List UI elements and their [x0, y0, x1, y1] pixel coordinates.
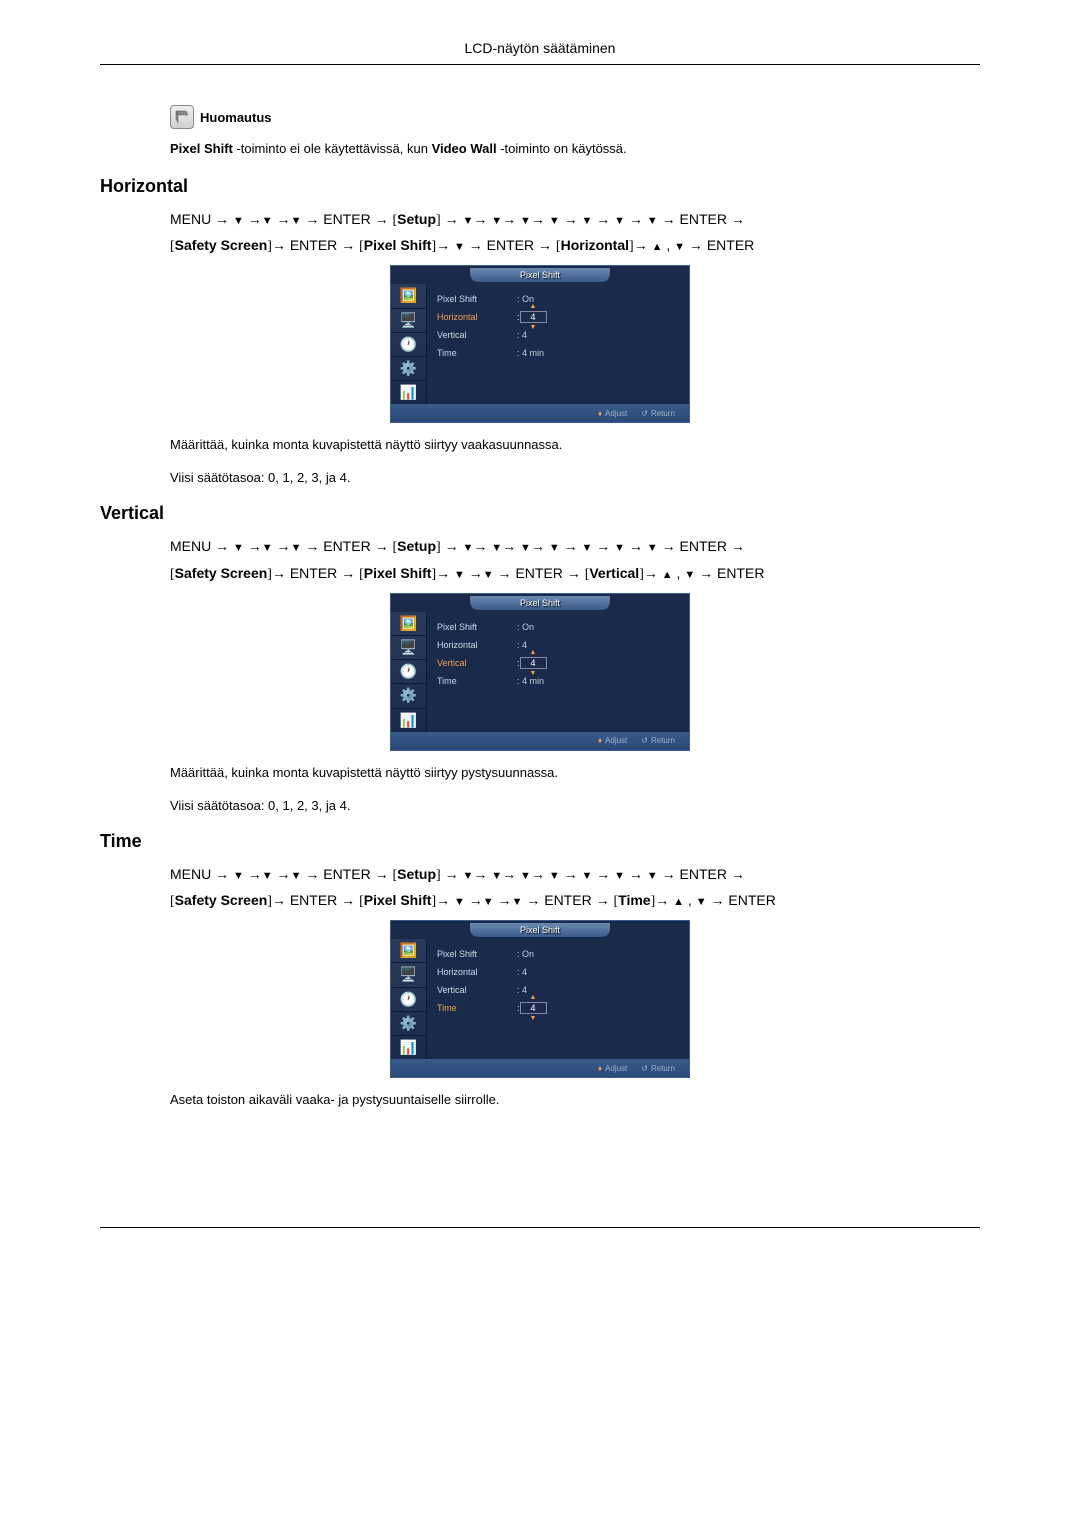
osd-row: Horizontal: 4: [437, 308, 679, 326]
osd-sidebar-icon: 🕐: [391, 333, 426, 357]
osd-row: Time: 4 min: [437, 672, 679, 690]
osd-row: Time: 4 min: [437, 344, 679, 362]
note-bold-1: Pixel Shift: [170, 141, 233, 156]
osd-row: Horizontal: 4: [437, 636, 679, 654]
osd-screenshot: Pixel Shift 🖼️🖥️🕐⚙️📊 Pixel Shift: OnHorizo…: [100, 920, 980, 1078]
osd-tab-title: Pixel Shift: [470, 923, 610, 937]
osd-tab-title: Pixel Shift: [470, 596, 610, 610]
page-header: LCD-näytön säätäminen: [100, 40, 980, 65]
body-text: Määrittää, kuinka monta kuvapistettä näy…: [170, 765, 980, 780]
osd-sidebar-icon: 📊: [391, 1036, 426, 1059]
osd-row: Vertical: 4: [437, 981, 679, 999]
osd-adjust-hint: ♦ Adjust: [598, 736, 627, 745]
osd-row: Pixel Shift: On: [437, 618, 679, 636]
osd-sidebar-icon: 📊: [391, 381, 426, 404]
osd-row: Time: 4: [437, 999, 679, 1017]
osd-return-hint: ↺ Return: [641, 1064, 675, 1073]
osd-row: Horizontal: 4: [437, 963, 679, 981]
nav-path: MENU → ▼ →▼ →▼ → ENTER → [Setup] → ▼→ ▼→…: [170, 534, 980, 586]
section-heading: Vertical: [100, 503, 980, 524]
osd-sidebar-icon: 📊: [391, 709, 426, 732]
osd-tab-title: Pixel Shift: [470, 268, 610, 282]
osd-sidebar-icon: 🖥️: [391, 309, 426, 333]
osd-sidebar-icon: 🖼️: [391, 284, 426, 308]
body-text: Aseta toiston aikaväli vaaka- ja pystysu…: [170, 1092, 980, 1107]
osd-sidebar-icon: 🕐: [391, 660, 426, 684]
note-text: Pixel Shift -toiminto ei ole käytettävis…: [170, 141, 980, 156]
section-heading: Horizontal: [100, 176, 980, 197]
note-label: Huomautus: [200, 110, 272, 125]
note-row: Huomautus: [170, 105, 980, 129]
body-text: Viisi säätötasoa: 0, 1, 2, 3, ja 4.: [170, 470, 980, 485]
osd-sidebar-icon: 🖼️: [391, 939, 426, 963]
osd-row: Pixel Shift: On: [437, 290, 679, 308]
footer-rule: [100, 1227, 980, 1228]
section-heading: Time: [100, 831, 980, 852]
nav-path: MENU → ▼ →▼ →▼ → ENTER → [Setup] → ▼→ ▼→…: [170, 207, 980, 259]
osd-screenshot: Pixel Shift 🖼️🖥️🕐⚙️📊 Pixel Shift: OnHorizo…: [100, 593, 980, 751]
osd-sidebar-icon: 🖼️: [391, 612, 426, 636]
body-text: Viisi säätötasoa: 0, 1, 2, 3, ja 4.: [170, 798, 980, 813]
osd-screenshot: Pixel Shift 🖼️🖥️🕐⚙️📊 Pixel Shift: OnHorizo…: [100, 265, 980, 423]
osd-return-hint: ↺ Return: [641, 736, 675, 745]
osd-adjust-hint: ♦ Adjust: [598, 1064, 627, 1073]
osd-sidebar-icon: 🖥️: [391, 636, 426, 660]
osd-sidebar-icon: ⚙️: [391, 357, 426, 381]
osd-row: Vertical: 4: [437, 326, 679, 344]
osd-row: Vertical: 4: [437, 654, 679, 672]
osd-adjust-hint: ♦ Adjust: [598, 409, 627, 418]
nav-path: MENU → ▼ →▼ →▼ → ENTER → [Setup] → ▼→ ▼→…: [170, 862, 980, 914]
body-text: Määrittää, kuinka monta kuvapistettä näy…: [170, 437, 980, 452]
note-icon: [170, 105, 194, 129]
note-bold-2: Video Wall: [432, 141, 497, 156]
osd-row: Pixel Shift: On: [437, 945, 679, 963]
osd-sidebar-icon: ⚙️: [391, 1012, 426, 1036]
osd-sidebar-icon: ⚙️: [391, 684, 426, 708]
osd-sidebar-icon: 🕐: [391, 988, 426, 1012]
osd-sidebar-icon: 🖥️: [391, 963, 426, 987]
osd-return-hint: ↺ Return: [641, 409, 675, 418]
